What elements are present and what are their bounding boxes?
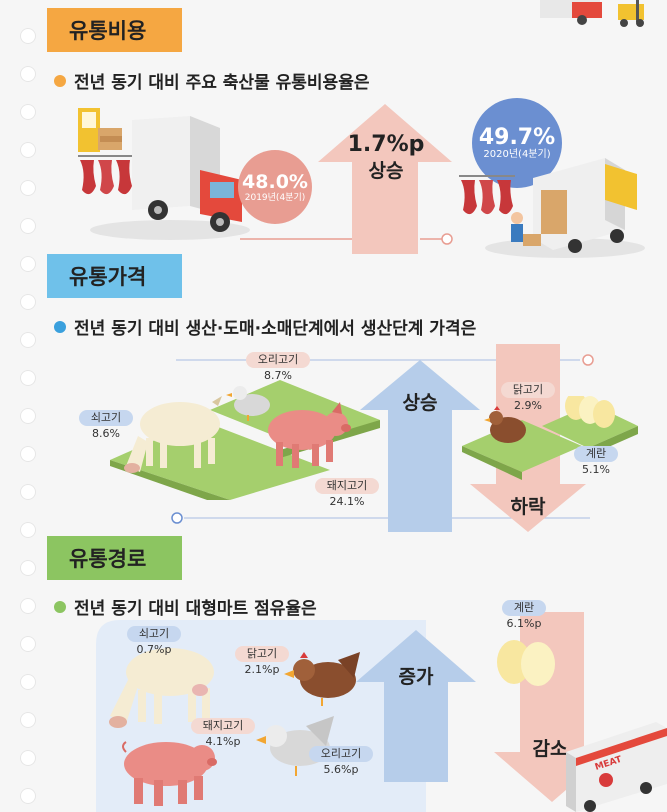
change-word: 상승 (368, 160, 404, 182)
label-name: 돼지고기 (190, 718, 256, 734)
value-2020: 49.7% (478, 124, 556, 150)
cow-illustration-2 (109, 648, 214, 728)
label-name: 계란 (573, 446, 619, 462)
ring (20, 218, 36, 234)
meat-truck-illustration: MEAT (566, 722, 667, 812)
value-circle-2020: 49.7% 2020년(4분기) (472, 98, 562, 188)
chicken-illustration (284, 652, 360, 706)
price-up-arrow (360, 360, 480, 532)
ring (20, 560, 36, 576)
change-value: 1.7%p (347, 132, 425, 157)
cow-illustration (124, 396, 222, 473)
ring (20, 142, 36, 158)
ring (20, 256, 36, 272)
price-label-chicken: 닭고기 2.9% (490, 382, 566, 413)
label-name: 오리고기 (308, 746, 374, 762)
increase-arrow (318, 104, 452, 254)
lead-text: 전년 동기 대비 대형마트 점유율은 (74, 599, 317, 619)
ring (20, 636, 36, 652)
ring (20, 788, 36, 804)
ring (20, 484, 36, 500)
ring (20, 408, 36, 424)
label-value: 0.7%p (136, 643, 172, 656)
price-label-pork: 돼지고기 24.1% (304, 478, 390, 509)
label-name: 오리고기 (245, 352, 311, 368)
label-name: 닭고기 (500, 382, 556, 398)
price-label-egg: 계란 5.1% (558, 446, 634, 477)
top-truck-illustration (540, 0, 644, 27)
label-value: 4.1%p (205, 735, 241, 748)
ring (20, 712, 36, 728)
label-name: 닭고기 (234, 646, 290, 662)
price-up-word: 상승 (402, 392, 438, 414)
label-value: 8.6% (92, 427, 120, 440)
ring (20, 66, 36, 82)
value-circle-2019: 48.0% 2019년(4분기) (238, 150, 312, 224)
label-name: 쇠고기 (126, 626, 182, 642)
label-name: 돼지고기 (314, 478, 380, 494)
price-down-word: 하락 (510, 496, 546, 518)
truck-2019-illustration (78, 108, 250, 240)
duck-illustration-2 (256, 716, 334, 776)
route-label-pork: 돼지고기 4.1%p (180, 718, 266, 749)
section-header-cost: 유통비용 (47, 8, 182, 52)
section-lead-cost: 전년 동기 대비 주요 축산물 유통비용율은 (54, 68, 369, 93)
label-name: 계란 (501, 600, 547, 616)
ring (20, 294, 36, 310)
section-header-price: 유통가격 (47, 254, 182, 298)
bullet-dot (54, 600, 66, 613)
label-value: 5.6%p (323, 763, 359, 776)
label-name: 쇠고기 (78, 410, 134, 426)
section-lead-route: 전년 동기 대비 대형마트 점유율은 (54, 594, 317, 619)
connector-line-left (240, 238, 360, 240)
ring (20, 446, 36, 462)
truck-2020-illustration (459, 158, 645, 258)
ring (20, 674, 36, 690)
lead-text: 전년 동기 대비 생산·도매·소매단계에서 생산단계 가격은 (74, 319, 477, 339)
label-value: 5.1% (582, 463, 610, 476)
route-up-word: 증가 (398, 666, 434, 688)
label-value: 2.1%p (244, 663, 280, 676)
eggs-illustration (497, 640, 555, 686)
connector-line-right (420, 233, 453, 245)
route-label-egg: 계란 6.1%p (486, 600, 562, 631)
bullet-dot (54, 320, 66, 333)
route-label-beef: 쇠고기 0.7%p (114, 626, 194, 657)
bullet-dot (54, 74, 66, 87)
duck-illustration (226, 386, 270, 421)
ring (20, 370, 36, 386)
route-label-duck: 오리고기 5.6%p (298, 746, 384, 777)
ring (20, 522, 36, 538)
ring (20, 28, 36, 44)
route-up-arrow (356, 630, 476, 782)
route-down-word: 감소 (532, 738, 568, 760)
ring (20, 180, 36, 196)
label-value: 8.7% (264, 369, 292, 382)
label-value: 6.1%p (506, 617, 542, 630)
ring (20, 104, 36, 120)
ring (20, 598, 36, 614)
route-label-chicken: 닭고기 2.1%p (222, 646, 302, 677)
period-2019: 2019년(4분기) (244, 192, 306, 203)
ring (20, 332, 36, 348)
label-value: 2.9% (514, 399, 542, 412)
label-value: 24.1% (329, 495, 365, 508)
period-2020: 2020년(4분기) (483, 148, 551, 160)
price-label-beef: 쇠고기 8.6% (66, 410, 146, 441)
ring (20, 750, 36, 766)
section-header-route: 유통경로 (47, 536, 182, 580)
lead-text: 전년 동기 대비 주요 축산물 유통비용율은 (74, 73, 370, 93)
price-label-duck: 오리고기 8.7% (238, 352, 318, 383)
pig-illustration-2 (122, 741, 217, 806)
value-2019: 48.0% (242, 170, 308, 193)
pig-illustration (268, 402, 351, 468)
section-lead-price: 전년 동기 대비 생산·도매·소매단계에서 생산단계 가격은 (54, 314, 476, 339)
